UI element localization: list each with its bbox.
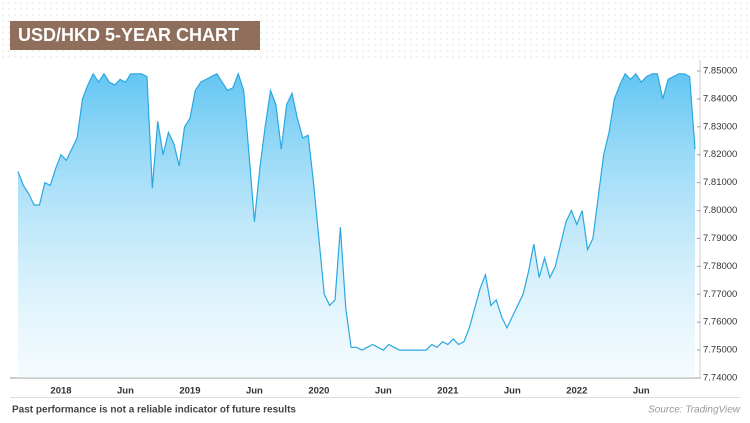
x-tick-label: 2019	[179, 386, 200, 397]
y-tick-label: 7.81000	[703, 177, 737, 188]
x-tick-label: Jun	[504, 386, 521, 397]
x-tick-label: 2020	[308, 386, 329, 397]
x-tick-label: Jun	[633, 386, 650, 397]
y-tick-label: 7.84000	[703, 93, 737, 104]
y-tick-label: 7.78000	[703, 261, 737, 272]
y-tick-label: 7.77000	[703, 289, 737, 300]
x-tick-label: 2021	[437, 386, 459, 397]
y-tick-label: 7.75000	[703, 345, 737, 356]
y-tick-label: 7.83000	[703, 121, 737, 132]
title-box	[10, 21, 260, 50]
footnote: Past performance is not a reliable indic…	[12, 405, 296, 416]
y-tick-label: 7.74000	[703, 373, 737, 384]
area-fill	[18, 73, 695, 379]
x-tick-label: Jun	[375, 386, 392, 397]
y-tick-label: 7.79000	[703, 233, 737, 244]
line	[17, 71, 696, 351]
y-tick-label: 7.85000	[703, 66, 737, 77]
y-tick-label: 7.82000	[703, 149, 737, 160]
footer-rule	[10, 397, 740, 398]
x-tick-label: 2018	[50, 386, 71, 397]
y-tick-label: 7.80000	[703, 205, 737, 216]
y-tick-label: 7.76000	[703, 317, 737, 328]
x-tick-label: 2022	[566, 386, 587, 397]
chart-title: USD/HKD 5-YEAR CHART	[18, 25, 239, 45]
x-tick-label: Jun	[246, 386, 263, 397]
source: Source: TradingView	[648, 405, 741, 416]
x-tick-label: Jun	[117, 386, 134, 397]
